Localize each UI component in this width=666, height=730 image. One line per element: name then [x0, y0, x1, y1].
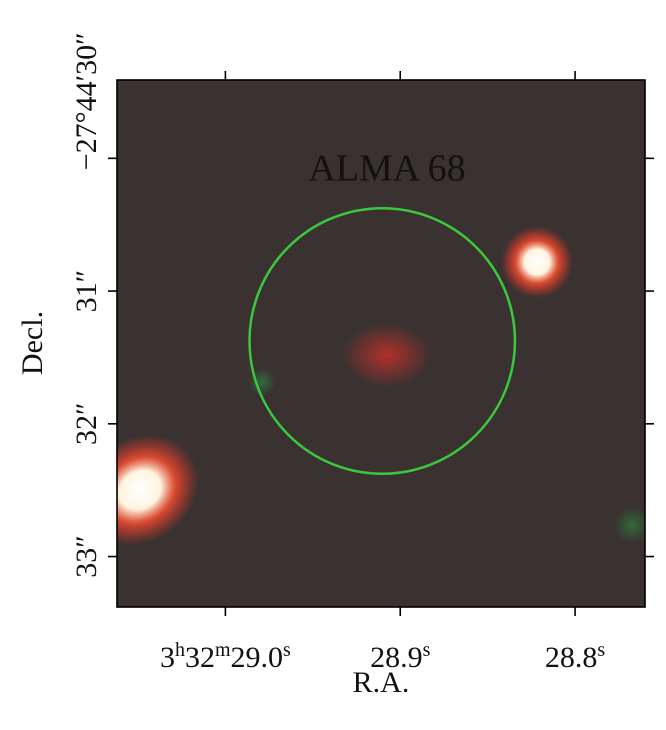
- annotation: ALMA 68: [308, 148, 465, 190]
- x-tick-label: 28.8s: [545, 639, 606, 674]
- y-tick-label: 32″: [70, 403, 103, 446]
- frame: [116, 79, 646, 608]
- y-tick-label: 31″: [70, 270, 103, 313]
- y-axis-label: Decl.: [16, 311, 49, 375]
- sky-image: [117, 80, 645, 607]
- x-axis-label: R.A.: [353, 666, 410, 699]
- aperture: [248, 206, 517, 475]
- y-tick-label: −27°44′30″: [70, 32, 103, 170]
- x-tick-label: 28.9s: [370, 639, 431, 674]
- x-tick-label: 3h32m29.0s: [160, 639, 291, 674]
- y-tick-label: 33″: [70, 535, 103, 578]
